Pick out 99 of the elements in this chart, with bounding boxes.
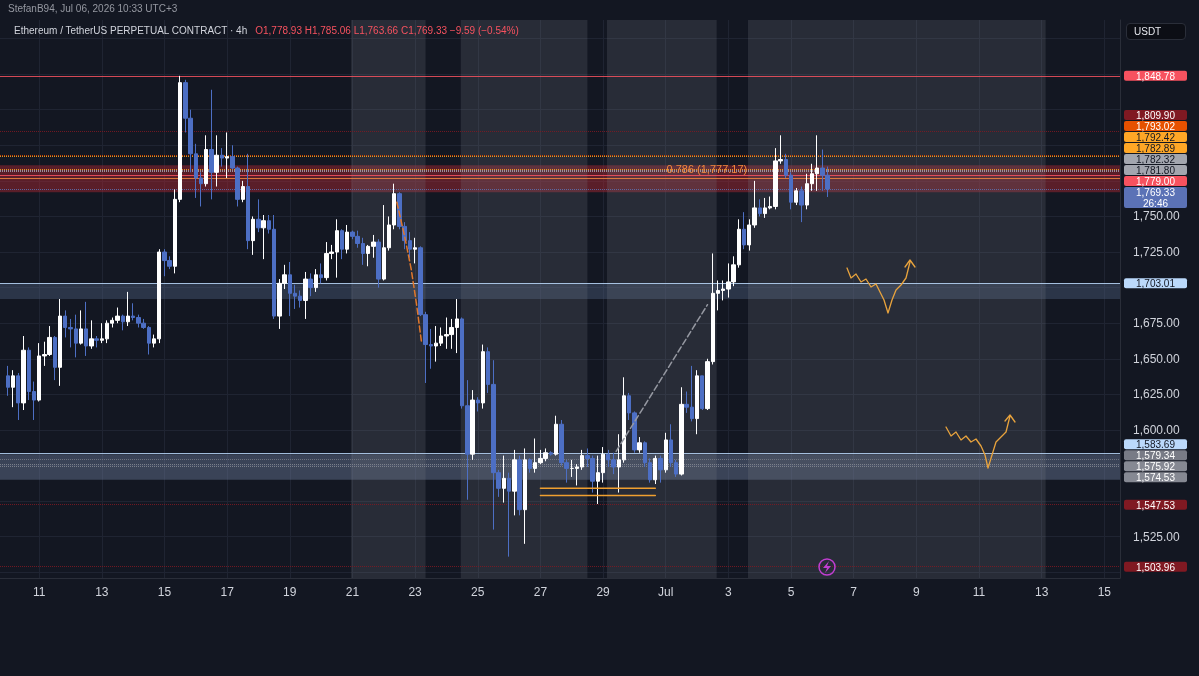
x-tick-label: 13 [1035,585,1049,599]
candlestick [794,187,798,206]
ref-line-label: 1,547.53 [1136,499,1176,511]
candlestick [251,215,255,256]
y-tick-label: 1,625.00 [1133,387,1181,402]
candlestick [53,335,57,381]
candlestick [308,272,313,297]
candlestick [679,386,684,477]
ref-line-label: 1,583.69 [1136,439,1176,451]
candlestick [225,131,229,179]
candlestick [84,301,88,357]
ref-line-label: 1,703.01 [1136,278,1176,290]
candlestick [758,198,762,217]
candlestick [79,309,83,346]
candlestick [658,455,663,484]
candlestick [637,436,642,454]
ref-line-label: 1,793.02 [1136,120,1176,132]
candlestick [16,372,20,421]
ref-line-label: 1,782.89 [1136,142,1176,154]
x-tick-label: 19 [283,585,297,599]
ref-line-label: 1,575.92 [1136,461,1176,473]
ref-line-label: 1,779.00 [1136,175,1176,187]
candlestick [345,224,349,254]
x-tick-label: 7 [850,585,858,599]
ref-line-label: 1,769.33 26:46 [1136,186,1176,209]
x-tick-label: 3 [725,585,733,599]
candlestick [220,147,224,168]
candlestick [512,449,517,516]
x-tick-label: 29 [596,585,611,599]
candlestick [554,415,558,457]
candlestick [413,237,417,264]
candlestick [204,134,208,188]
candlestick [256,198,261,233]
ref-line-label: 1,574.53 [1136,472,1176,484]
candlestick [799,186,804,223]
candlestick [376,238,381,289]
candlestick [470,389,475,461]
candlestick [653,455,657,485]
y-tick-label: 1,650.00 [1133,351,1181,366]
candlestick [58,298,62,387]
candlestick [21,335,26,411]
candlestick [314,268,318,293]
x-tick-label: 15 [157,585,172,599]
candlestick [517,455,522,516]
candlestick [664,432,668,474]
ref-line-label: 1,781.80 [1136,164,1176,176]
x-tick-label: 13 [95,585,109,599]
line-series [396,201,423,344]
x-tick-label: 25 [471,585,485,599]
candlestick [11,369,15,408]
x-tick-label: 27 [533,585,548,599]
chart-subtitle: O1,778.93 H1,785.06 L1,763.66 C1,769.33 −9.59 (−0.54%) [255,25,519,36]
y-tick-label: 1,525.00 [1133,529,1181,544]
candlestick [523,447,527,545]
x-tick-label: 17 [220,585,235,599]
candlestick [126,291,130,327]
y-axis-title: USDT [1126,23,1186,40]
candlestick [94,335,99,348]
candlestick [209,89,214,200]
candlestick [241,180,245,203]
x-tick-label: 9 [913,585,921,599]
candlestick [214,134,219,188]
candlestick [502,455,506,504]
candlestick [121,314,125,331]
ref-line-label: 1,809.90 [1136,109,1176,121]
ref-line-label: 1,792.42 [1136,131,1176,143]
text: StefanB94, Jul 06, 2026 10:33 UTC+3 [8,3,178,14]
candlestick [6,365,10,397]
y-tick-label: 1,750.00 [1133,209,1181,224]
candlestick [476,396,480,412]
candlestick [549,450,553,457]
ref-line-label: 1,782.32 [1136,153,1176,165]
candlestick [319,262,323,284]
candlestick [700,375,704,411]
x-tick-label: Jul [658,585,674,599]
candlestick [481,344,485,410]
candlestick [340,228,344,260]
x-tick-label: 11 [32,585,46,599]
x-tick-label: 23 [408,585,423,599]
ref-line-label: 1,848.78 [1136,70,1176,82]
candlestick [695,369,699,435]
y-tick-label: 1,675.00 [1133,316,1181,331]
candlestick [507,472,511,558]
ref-line-label: 1,579.34 [1136,450,1176,462]
ref-line-label: 1,503.96 [1136,561,1176,573]
x-tick-label: 5 [787,585,795,599]
chart-title: Ethereum / TetherUS PERPETUAL CONTRACT · 4h [14,25,248,36]
candlestick [303,271,308,320]
candlestick [261,214,266,260]
x-tick-label: 21 [345,585,360,599]
candlestick [89,319,94,350]
y-tick-label: 1,600.00 [1133,422,1181,437]
candlestick [742,211,746,250]
y-tick-label: 1,725.00 [1133,245,1181,260]
x-tick-label: 11 [972,585,986,599]
x-tick-label: 15 [1097,585,1112,599]
candlestick [246,153,250,250]
annotation: 0.786 (1,777.17) [666,163,748,176]
candlestick [528,457,532,474]
